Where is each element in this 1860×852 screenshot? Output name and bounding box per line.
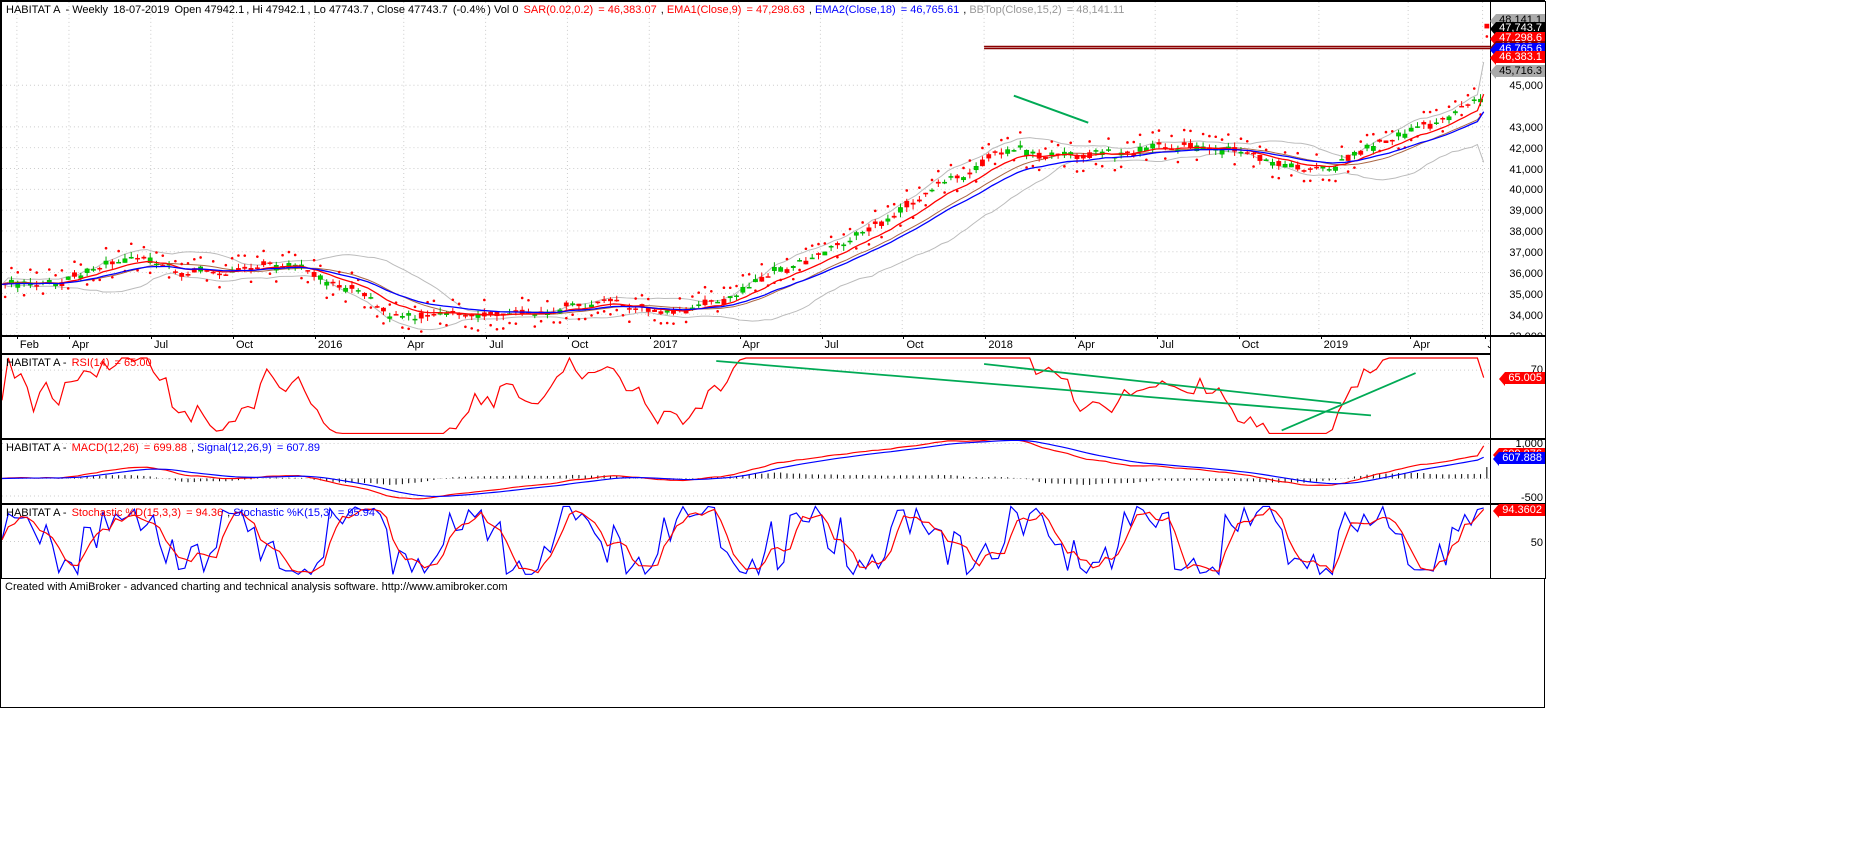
price-tag: 46,383.1 xyxy=(1496,51,1545,63)
footer-text: Created with AmiBroker - advanced charti… xyxy=(5,581,508,593)
main-y-axis: 33,00034,00035,00036,00037,00038,00039,0… xyxy=(1490,2,1545,335)
x-tick-label: Jul xyxy=(154,339,168,351)
macd-panel[interactable]: HABITAT A - MACD(12,26) = 699.88, Signal… xyxy=(1,439,1546,504)
macd-title: HABITAT A - MACD(12,26) = 699.88, Signal… xyxy=(6,442,324,454)
y-tick-label: 38,000 xyxy=(1509,226,1543,238)
x-tick-label: Oct xyxy=(571,339,588,351)
x-tick-label: Oct xyxy=(236,339,253,351)
y-tick-label: 39,000 xyxy=(1509,205,1543,217)
x-tick-label: 2019 xyxy=(1324,339,1348,351)
y-tick-label: 37,000 xyxy=(1509,247,1543,259)
stochastic-panel[interactable]: HABITAT A - Stochastic %D(15,3,3) = 94.3… xyxy=(1,504,1546,579)
y-tick-label: 35,000 xyxy=(1509,289,1543,301)
x-tick-label: Oct xyxy=(1242,339,1259,351)
main-price-panel[interactable]: HABITAT A - Weekly 18-07-2019 Open 47942… xyxy=(1,1,1546,336)
price-tag: 45,716.3 xyxy=(1496,65,1545,77)
main-panel-title: HABITAT A - Weekly 18-07-2019 Open 47942… xyxy=(6,4,1128,16)
x-tick-label: Jul xyxy=(1160,339,1174,351)
stoch-title: HABITAT A - Stochastic %D(15,3,3) = 94.3… xyxy=(6,507,379,519)
x-tick-label: Jul xyxy=(489,339,503,351)
x-tick-label: Apr xyxy=(1078,339,1095,351)
x-tick-label: Jul xyxy=(825,339,839,351)
x-tick-label: 2017 xyxy=(653,339,677,351)
y-tick-label: 42,000 xyxy=(1509,143,1543,155)
stoch-y-axis: 5094.3602 xyxy=(1490,505,1545,578)
x-tick-label: 2018 xyxy=(988,339,1012,351)
x-tick-label: Apr xyxy=(1413,339,1430,351)
y-tick-label: 43,000 xyxy=(1509,122,1543,134)
x-tick-label: Apr xyxy=(407,339,424,351)
y-tick-label: 45,000 xyxy=(1509,80,1543,92)
rsi-panel[interactable]: HABITAT A - RSI(14) = 65.00 7065.005 xyxy=(1,354,1546,439)
chart-container: HABITAT A - Weekly 18-07-2019 Open 47942… xyxy=(0,0,1545,708)
rsi-y-axis: 7065.005 xyxy=(1490,355,1545,438)
main-chart-svg xyxy=(2,2,1490,335)
y-tick-label: 34,000 xyxy=(1509,310,1543,322)
rsi-chart-svg xyxy=(2,355,1490,438)
y-tick-label: 36,000 xyxy=(1509,268,1543,280)
x-tick-label: Oct xyxy=(906,339,923,351)
x-tick-label: Apr xyxy=(72,339,89,351)
time-axis-panel: Feb Apr Jul Oct 2016 Apr Jul Oct 2017 Apr Jul Oct 20… xyxy=(1,336,1546,354)
rsi-title: HABITAT A - RSI(14) = 65.00 xyxy=(6,357,156,369)
x-tick-label: 2016 xyxy=(318,339,342,351)
macd-y-axis: 1,000-500699.876607.888 xyxy=(1490,440,1545,503)
y-tick-label: 40,000 xyxy=(1509,184,1543,196)
y-tick-label: 41,000 xyxy=(1509,164,1543,176)
x-tick-label: Apr xyxy=(743,339,760,351)
main-plot-area[interactable] xyxy=(2,2,1490,335)
x-tick-label: Feb xyxy=(20,339,39,351)
